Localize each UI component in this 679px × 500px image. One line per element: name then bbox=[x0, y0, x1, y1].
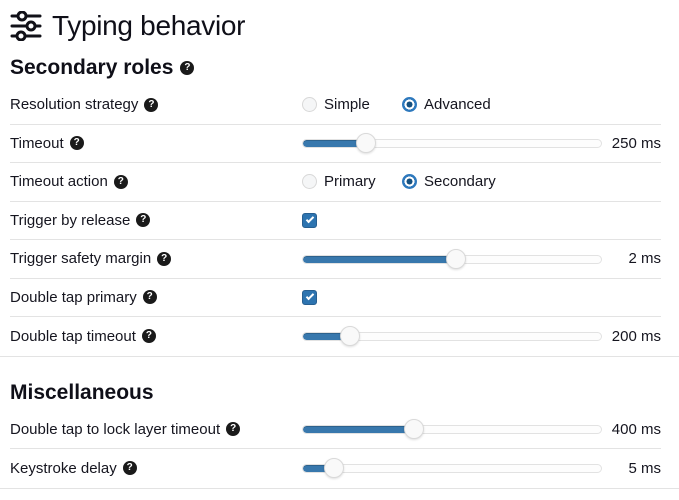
slider-track[interactable] bbox=[302, 332, 602, 342]
settings-row: Timeout? 250 ms bbox=[10, 125, 661, 163]
row-label: Double tap timeout? bbox=[10, 328, 302, 345]
settings-row: Trigger safety margin? 2 ms bbox=[10, 240, 661, 279]
help-icon[interactable]: ? bbox=[144, 97, 159, 112]
slider-fill bbox=[303, 333, 351, 341]
slider-fill bbox=[303, 426, 415, 434]
row-label-text: Timeout action bbox=[10, 173, 108, 191]
slider[interactable] bbox=[302, 458, 602, 479]
row-label: Trigger safety margin? bbox=[10, 250, 302, 267]
radio-option[interactable]: Advanced bbox=[402, 96, 502, 113]
slider[interactable] bbox=[302, 133, 602, 154]
help-icon[interactable]: ? bbox=[136, 213, 151, 228]
row-control bbox=[302, 133, 604, 154]
row-control bbox=[302, 212, 604, 228]
help-icon[interactable]: ? bbox=[142, 290, 157, 305]
row-label-text: Double tap to lock layer timeout bbox=[10, 420, 221, 438]
value-label: 2 ms bbox=[628, 250, 661, 268]
slider-thumb[interactable] bbox=[355, 133, 376, 154]
section-heading: Miscellaneous bbox=[10, 379, 661, 407]
checkbox[interactable] bbox=[302, 212, 317, 228]
value-label: 400 ms bbox=[611, 420, 661, 438]
slider-fill bbox=[303, 140, 367, 148]
help-icon[interactable]: ? bbox=[180, 61, 195, 75]
slider[interactable] bbox=[302, 326, 602, 347]
slider-thumb[interactable] bbox=[340, 326, 360, 347]
slider-thumb[interactable] bbox=[403, 419, 424, 440]
help-icon[interactable]: ? bbox=[113, 174, 128, 189]
slider-thumb[interactable] bbox=[324, 458, 345, 479]
radio-selected-icon[interactable] bbox=[402, 174, 417, 190]
radio-unselected-icon[interactable] bbox=[302, 174, 317, 190]
row-label: Trigger by release? bbox=[10, 212, 302, 229]
radio-label: Primary bbox=[324, 173, 376, 191]
slider-track[interactable] bbox=[302, 464, 602, 474]
settings-row: Double tap primary? bbox=[10, 279, 661, 317]
slider-fill bbox=[303, 255, 456, 263]
row-label-text: Resolution strategy bbox=[10, 96, 139, 114]
help-icon[interactable]: ? bbox=[122, 461, 137, 476]
section-heading-text: Secondary roles bbox=[10, 56, 174, 79]
help-icon[interactable]: ? bbox=[141, 329, 156, 344]
row-label: Timeout? bbox=[10, 135, 302, 152]
checkmark-icon bbox=[305, 215, 314, 224]
section-heading: Secondary roles? bbox=[10, 54, 661, 82]
page-title: Typing behavior bbox=[52, 10, 246, 41]
settings-row: Double tap to lock layer timeout? 400 ms bbox=[10, 411, 661, 449]
slider[interactable] bbox=[302, 419, 602, 440]
row-label-text: Timeout bbox=[10, 134, 64, 152]
page-header: Typing behavior bbox=[10, 6, 661, 46]
row-label-text: Trigger safety margin bbox=[10, 250, 152, 268]
settings-row: Keystroke delay? 5 ms bbox=[10, 449, 661, 488]
row-label-text: Trigger by release bbox=[10, 211, 131, 229]
row-label: Timeout action? bbox=[10, 173, 302, 190]
section-separator bbox=[0, 487, 679, 489]
row-control: Simple Advanced bbox=[302, 96, 604, 113]
row-control bbox=[302, 248, 604, 269]
checkmark-icon bbox=[305, 292, 314, 301]
radio-label: Advanced bbox=[424, 96, 491, 114]
slider-track[interactable] bbox=[302, 425, 602, 435]
row-label-text: Double tap timeout bbox=[10, 327, 136, 345]
row-control: Primary Secondary bbox=[302, 173, 604, 190]
section: Secondary roles? Resolution strategy? Simp… bbox=[10, 54, 661, 356]
value-label: 5 ms bbox=[628, 459, 661, 477]
radio-selected-icon[interactable] bbox=[402, 97, 417, 113]
slider[interactable] bbox=[302, 248, 602, 269]
settings-row: Trigger by release? bbox=[10, 202, 661, 240]
section: Miscellaneous Double tap to lock layer ti… bbox=[10, 379, 661, 488]
settings-row: Timeout action? Primary Secondary bbox=[10, 163, 661, 202]
row-control bbox=[302, 419, 604, 440]
radio-unselected-icon[interactable] bbox=[302, 97, 317, 113]
row-label-text: Keystroke delay bbox=[10, 459, 117, 477]
row-label: Keystroke delay? bbox=[10, 460, 302, 477]
radio-label: Secondary bbox=[424, 173, 496, 191]
help-icon[interactable]: ? bbox=[157, 251, 172, 266]
row-control bbox=[302, 289, 604, 305]
row-label: Double tap to lock layer timeout? bbox=[10, 421, 302, 438]
radio-label: Simple bbox=[324, 96, 370, 114]
radio-option[interactable]: Primary bbox=[302, 173, 402, 190]
settings-page: Typing behavior Secondary roles? Resoluti… bbox=[0, 6, 679, 489]
value-label: 200 ms bbox=[611, 327, 661, 345]
settings-row: Resolution strategy? Simple Advanced bbox=[10, 86, 661, 125]
slider-thumb[interactable] bbox=[445, 248, 466, 269]
slider-fill bbox=[303, 465, 335, 473]
row-label: Double tap primary? bbox=[10, 289, 302, 306]
help-icon[interactable]: ? bbox=[69, 136, 84, 151]
slider-track[interactable] bbox=[302, 139, 602, 149]
row-control bbox=[302, 326, 604, 347]
radio-option[interactable]: Secondary bbox=[402, 173, 502, 190]
sliders-icon bbox=[10, 11, 42, 41]
row-control bbox=[302, 458, 604, 479]
value-label: 250 ms bbox=[611, 134, 661, 152]
checkbox[interactable] bbox=[302, 289, 317, 305]
sections-container: Secondary roles? Resolution strategy? Simp… bbox=[0, 54, 679, 489]
radio-option[interactable]: Simple bbox=[302, 96, 402, 113]
section-separator bbox=[0, 355, 679, 357]
settings-row: Double tap timeout? 200 ms bbox=[10, 317, 661, 356]
section-heading-text: Miscellaneous bbox=[10, 380, 154, 404]
row-label-text: Double tap primary bbox=[10, 288, 137, 306]
help-icon[interactable]: ? bbox=[226, 422, 241, 437]
row-label: Resolution strategy? bbox=[10, 96, 302, 113]
